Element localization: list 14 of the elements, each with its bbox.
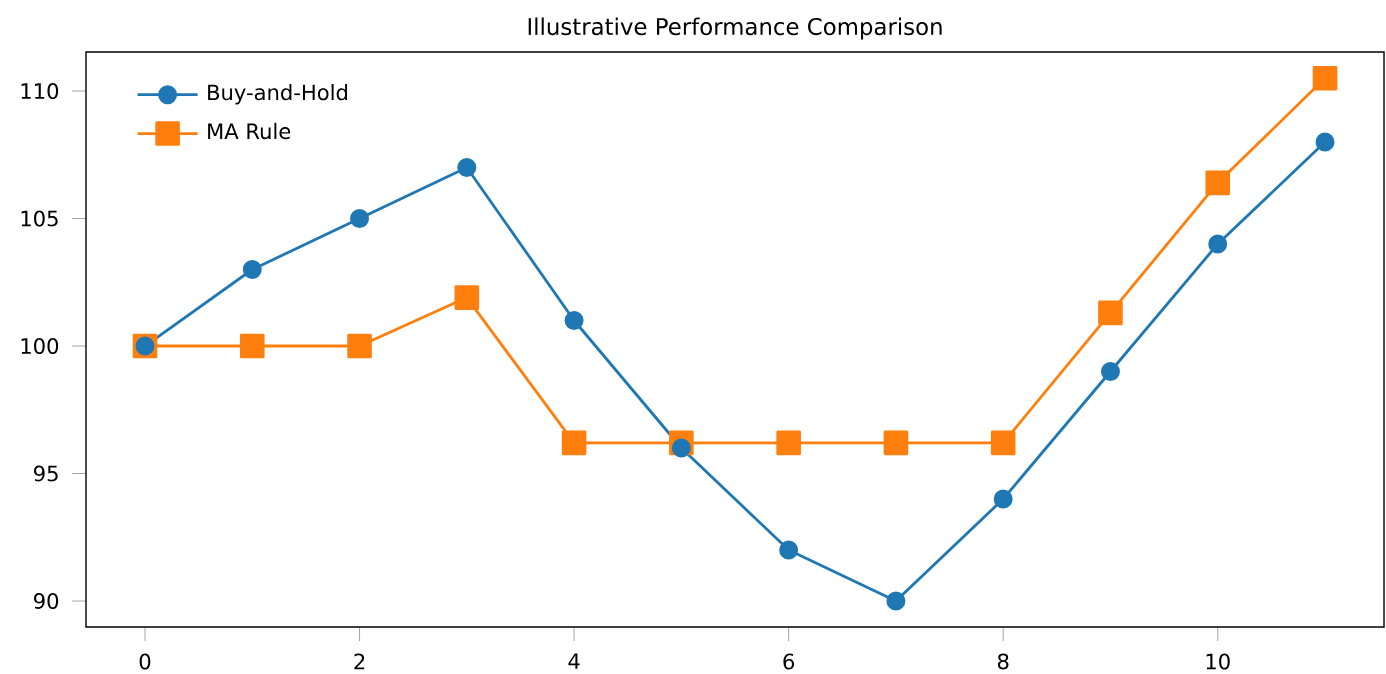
x-tick-label: 2 (354, 653, 365, 670)
x-tick-label: 6 (783, 653, 795, 670)
y-tick-label: 100 (21, 338, 59, 354)
y-tick-label: 105 (21, 210, 58, 227)
x-tick-label: 8 (997, 653, 1009, 670)
x-tick-label: 0 (139, 653, 151, 670)
legend-label: MA Rule (208, 122, 291, 140)
y-tick-label: 90 (34, 593, 59, 609)
legend-label: Buy-and-Hold (208, 84, 347, 105)
x-tick-label: 10 (1206, 653, 1230, 670)
chart-title: Illustrative Performance Comparison (528, 17, 942, 40)
x-tick-label: 4 (568, 653, 580, 669)
y-tick-label: 95 (34, 465, 58, 482)
y-tick-label: 110 (21, 83, 59, 99)
